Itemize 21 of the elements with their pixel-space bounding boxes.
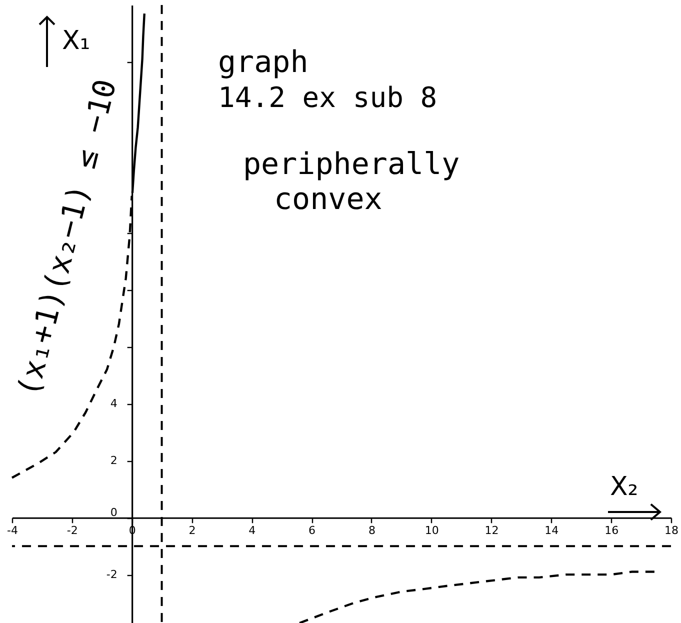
y-tick-label: 0 (110, 506, 118, 520)
annotation: peripherally (243, 147, 460, 182)
x-tick-label: 2 (188, 524, 196, 538)
annotation: convex (274, 182, 382, 217)
x-tick-label: 14 (544, 524, 559, 538)
x-tick-label: 12 (484, 524, 499, 538)
annotation: 14.2 ex sub 8 (218, 81, 438, 114)
x-tick-label: 10 (424, 524, 439, 538)
y-axis-title: X₁ (62, 26, 90, 56)
y-tick-label: 2 (110, 454, 118, 468)
y-tick-label: 4 (110, 397, 118, 410)
annotation: graph (218, 45, 308, 80)
x-axis-title: X₂ (610, 472, 638, 502)
x-tick-label: 6 (308, 524, 316, 538)
x-tick-label: 16 (604, 524, 619, 538)
x-tick-label: -2 (66, 524, 78, 538)
x-tick-label: 4 (248, 524, 256, 538)
x-tick-label: 8 (368, 524, 376, 538)
x-tick-label: -4 (7, 524, 18, 538)
y-tick-label: -2 (106, 568, 118, 582)
x-tick-label: 18 (664, 524, 678, 538)
